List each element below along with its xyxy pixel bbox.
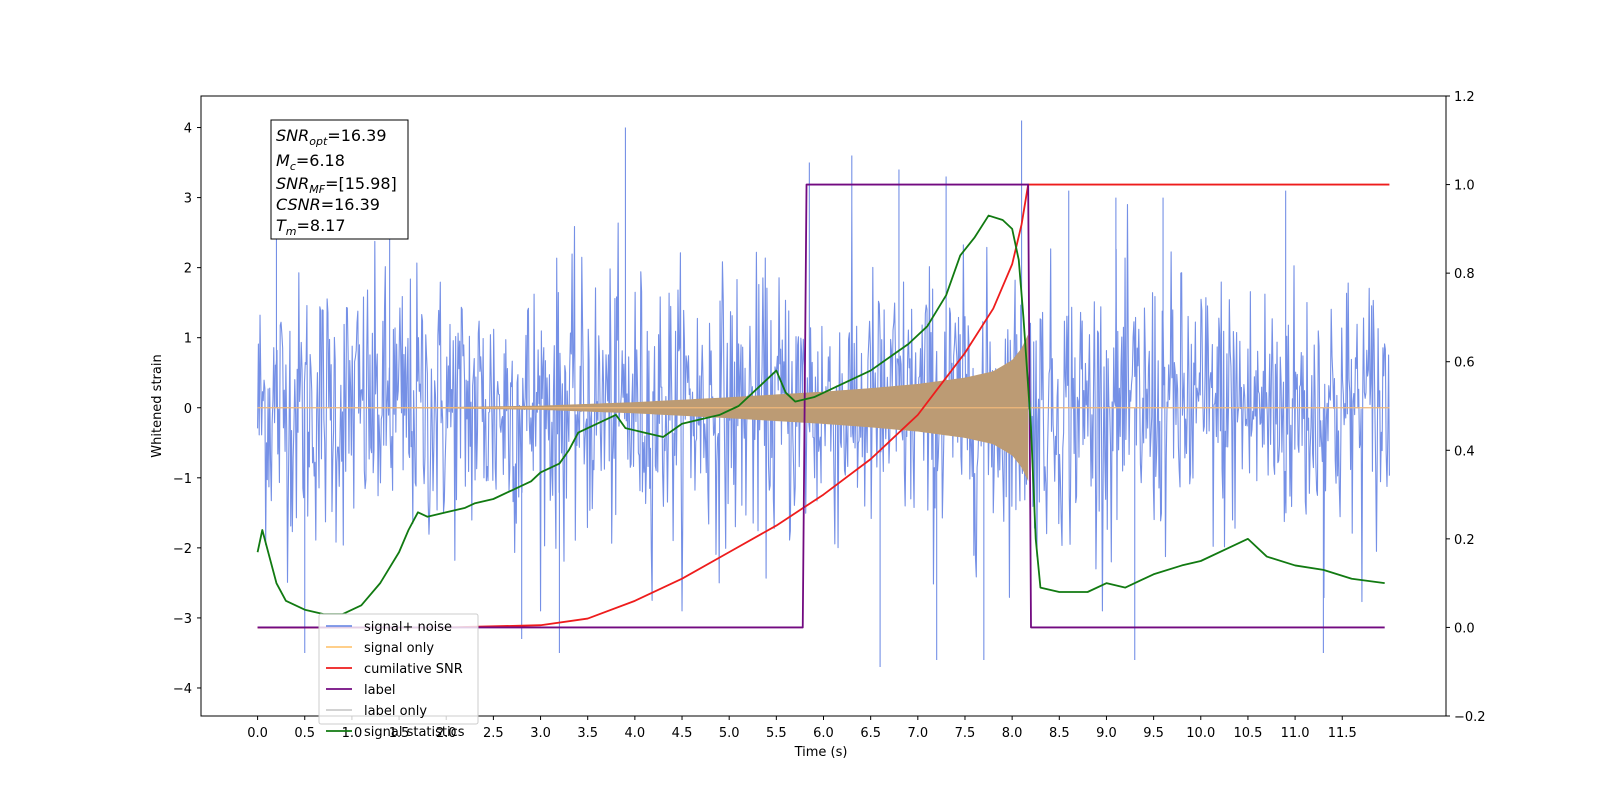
y-right-tick-label: 0.0 — [1454, 621, 1475, 636]
y-left-tick-label: 2 — [184, 262, 192, 277]
y-left-tick-label: 1 — [184, 332, 192, 347]
y-right-tick-label: −0.2 — [1454, 710, 1486, 725]
annotation-frame — [270, 119, 409, 240]
x-tick-label: 6.5 — [860, 726, 881, 741]
legend-label: label — [364, 683, 395, 698]
y-axis-title: Whitened strain — [150, 354, 165, 457]
annotation-box: SNRopt=16.39 Mc=6.18SNRMF=[15.98]CSNR=16.… — [270, 119, 409, 240]
y-axis-left: 4 3 2 1 0 −1 −2 −3 −4 — [173, 122, 201, 697]
legend-label: label only — [364, 704, 427, 719]
x-tick-label: 0.5 — [294, 726, 315, 741]
x-tick-label: 2.0 — [436, 726, 457, 741]
x-tick-label: 9.0 — [1096, 726, 1117, 741]
signal-statistics-line — [256, 214, 1385, 616]
x-tick-label: 3.0 — [530, 726, 551, 741]
x-tick-label: 0.0 — [247, 726, 268, 741]
x-tick-label: 8.5 — [1049, 726, 1070, 741]
x-tick-label: 10.5 — [1233, 726, 1262, 741]
annotation-line: SNRMF=[15.98] — [276, 174, 397, 196]
legend: signal+ noise signal only cumilative SNR la… — [318, 613, 479, 740]
x-tick-label: 4.5 — [672, 726, 693, 741]
x-axis-title: Time (s) — [794, 745, 848, 760]
y-left-tick-label: 3 — [184, 192, 192, 207]
y-right-tick-label: 0.8 — [1454, 267, 1475, 282]
x-tick-label: 5.5 — [766, 726, 787, 741]
legend-label: signal statistics — [364, 725, 465, 740]
x-tick-label: 11.0 — [1281, 726, 1310, 741]
y-right-tick-label: 0.2 — [1454, 533, 1475, 548]
y-right-tick-label: 0.4 — [1454, 444, 1475, 459]
x-tick-label: 6.0 — [813, 726, 834, 741]
annotation-line: Mc=6.18 — [276, 151, 345, 173]
y-right-tick-label: 1.0 — [1454, 179, 1475, 194]
x-tick-label: 8.0 — [1002, 726, 1023, 741]
y-right-tick-label: 1.2 — [1454, 90, 1475, 105]
y-left-tick-label: −4 — [173, 682, 192, 697]
x-tick-label: 7.0 — [907, 726, 928, 741]
label-line — [257, 183, 1385, 629]
x-tick-label: 1.5 — [389, 726, 410, 741]
annotation-line: CSNR=16.39 — [276, 195, 380, 214]
x-tick-label: 11.5 — [1328, 726, 1357, 741]
annotation-line: SNRopt=16.39 — [276, 126, 387, 148]
y-right-tick-label: 0.6 — [1454, 356, 1475, 371]
y-left-tick-label: 4 — [184, 122, 192, 137]
y-axis-right: 1.2 1.0 0.8 0.6 0.4 0.2 0.0 −0.2 — [1446, 90, 1486, 725]
legend-label: cumilative SNR — [364, 662, 463, 677]
y-left-tick-label: −1 — [173, 472, 192, 487]
y-left-tick-label: −3 — [173, 612, 192, 627]
x-tick-label: 1.0 — [342, 726, 363, 741]
y-left-tick-label: −2 — [173, 542, 192, 557]
legend-label: signal+ noise — [364, 620, 452, 635]
x-tick-label: 10.0 — [1186, 726, 1215, 741]
annotation-line: Tm=8.17 — [276, 216, 346, 238]
y-left-tick-label: 0 — [184, 402, 192, 417]
signal-only-series — [257, 334, 1390, 482]
x-axis: 0.0 0.5 1.0 1.5 2.0 2.5 3.0 3.5 4.0 4.5 5.0 5.5 6.0 6… — [247, 716, 1357, 741]
x-tick-label: 4.0 — [625, 726, 646, 741]
x-tick-label: 7.5 — [955, 726, 976, 741]
legend-frame — [318, 613, 479, 725]
x-tick-label: 9.5 — [1143, 726, 1164, 741]
cumulative-snr-line — [257, 183, 1390, 629]
legend-label: signal only — [364, 641, 434, 656]
x-tick-label: 2.5 — [483, 726, 504, 741]
x-tick-label: 3.5 — [577, 726, 598, 741]
x-tick-label: 5.0 — [719, 726, 740, 741]
